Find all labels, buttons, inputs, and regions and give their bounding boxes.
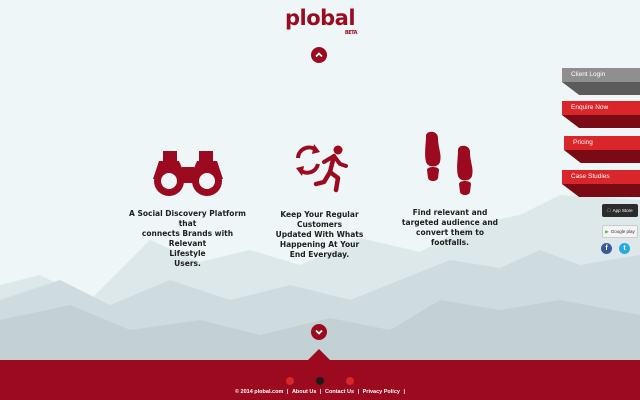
footer-notch <box>308 349 330 360</box>
play-icon: ▶ <box>605 228 609 234</box>
separator: | <box>286 389 289 395</box>
feature-text-line: Keep Your Regular Customers <box>280 210 359 229</box>
footprints-icon <box>425 131 473 195</box>
case-studies-button[interactable]: Case Studies <box>562 170 640 197</box>
feature-text-line: Users. <box>174 259 201 268</box>
footer-links: © 2014 plobal.com | About Us | Contact U… <box>0 389 640 395</box>
facebook-icon[interactable]: f <box>601 243 612 254</box>
separator: | <box>403 389 406 395</box>
enquire-now-label: Enquire Now <box>571 104 609 111</box>
pager-dot-active[interactable] <box>316 377 324 385</box>
twitter-icon[interactable]: t <box>619 243 630 254</box>
scroll-down-button[interactable] <box>311 324 327 340</box>
separator: | <box>357 389 360 395</box>
client-login-label: Client Login <box>571 71 606 78</box>
contact-us-link[interactable]: Contact Us <box>325 389 355 395</box>
logo-text: plobal BETA <box>284 6 358 36</box>
logo[interactable]: plobal BETA <box>0 6 640 36</box>
pager-dot[interactable] <box>285 377 294 385</box>
client-login-button[interactable]: Client Login <box>562 68 640 95</box>
google-play-badge[interactable]: ▶ Google play <box>602 225 638 238</box>
feature-text-line: Find relevant and <box>412 208 488 217</box>
feature-customers: Keep Your Regular Customers Updated With… <box>262 140 377 260</box>
ribbon-fold <box>564 150 640 163</box>
privacy-policy-link[interactable]: Privacy Policy <box>362 389 400 395</box>
apple-icon:  <box>607 208 610 213</box>
pricing-button[interactable]: Pricing <box>564 136 640 163</box>
logo-wordmark: plobal <box>284 6 356 30</box>
chevron-down-icon <box>315 329 323 335</box>
scroll-up-button[interactable] <box>311 47 327 63</box>
chevron-up-icon <box>315 52 323 58</box>
feature-text-line: connects Brands with Relevant <box>141 229 234 248</box>
ribbon-fold <box>562 115 640 128</box>
binoculars-icon <box>152 151 223 196</box>
feature-text-line: convert them to <box>416 228 484 237</box>
feature-text-line: End Everyday. <box>289 250 350 259</box>
feature-text-line: Happening At Your <box>279 240 360 249</box>
feature-text-line: A Social Discovery Platform that <box>129 209 246 228</box>
enquire-now-button[interactable]: Enquire Now <box>562 101 640 128</box>
feature-footfalls: Find relevant and targeted audience and … <box>400 130 500 248</box>
feature-brands: A Social Discovery Platform that connect… <box>125 145 250 269</box>
pager-dot[interactable] <box>346 377 355 385</box>
app-store-badge[interactable]:  App Store <box>602 204 638 217</box>
ribbon-fold <box>562 82 640 95</box>
separator: | <box>319 389 322 395</box>
beta-badge: BETA <box>344 30 358 36</box>
ribbon-fold <box>562 184 640 197</box>
feature-text-line: targeted audience and <box>401 218 499 227</box>
feature-text-line: Lifestyle <box>169 249 206 258</box>
google-play-label: Google play <box>610 229 635 234</box>
copyright-text: © 2014 plobal.com <box>234 389 284 395</box>
feature-text-line: Updated With Whats <box>275 230 364 239</box>
feature-text-line: footfalls. <box>431 238 469 247</box>
app-store-label: App Store <box>610 208 633 213</box>
running-man-icon <box>295 144 348 193</box>
case-studies-label: Case Studies <box>571 173 610 180</box>
pager-dots <box>0 372 640 390</box>
pricing-label: Pricing <box>573 139 593 146</box>
about-us-link[interactable]: About Us <box>291 389 317 395</box>
